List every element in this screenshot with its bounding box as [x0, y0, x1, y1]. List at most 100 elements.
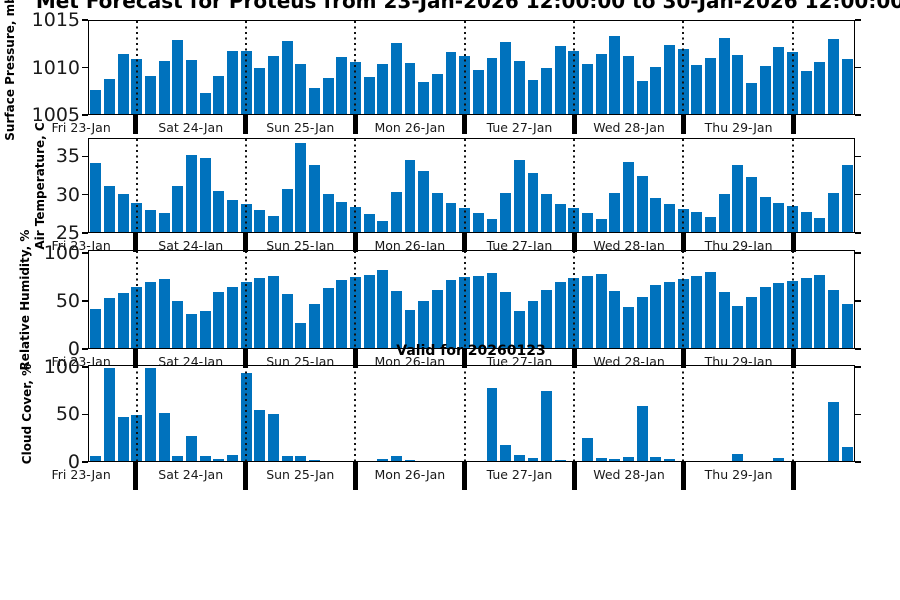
cloud-bar — [281, 456, 293, 461]
day-boundary-tick — [133, 461, 139, 490]
midnight-gridline — [682, 251, 685, 348]
day-boundary-tick — [243, 348, 248, 368]
x-tick-label-day: Mon 26-Jan — [374, 238, 446, 253]
humidity-bar — [158, 279, 170, 348]
pressure-bar — [623, 56, 635, 114]
cloud-bar — [527, 458, 539, 461]
temperature-bar — [691, 211, 703, 232]
y-tick-label: 0 — [67, 338, 80, 360]
y-tick-mark — [855, 300, 861, 302]
day-boundary-tick — [243, 461, 248, 490]
pressure-bar — [445, 51, 457, 114]
humidity-bar — [295, 322, 307, 348]
y-tick-mark — [82, 300, 88, 302]
humidity-bar — [185, 314, 197, 348]
day-boundary-tick — [681, 232, 687, 252]
x-tick-label-day: Tue 27-Jan — [486, 238, 553, 253]
day-boundary-tick — [133, 348, 139, 368]
humidity-bar — [281, 294, 293, 348]
pressure-bar — [281, 40, 293, 114]
cloud-bar — [145, 367, 156, 461]
midnight-gridline — [791, 251, 794, 348]
cloud-bar — [773, 458, 785, 461]
day-boundary-tick — [243, 114, 248, 134]
cloud-bar — [828, 402, 839, 461]
y-tick-mark — [82, 66, 88, 69]
y-tick-mark — [82, 155, 88, 158]
temperature-bar — [650, 198, 662, 232]
y-tick-mark — [855, 366, 861, 368]
pressure-bar — [308, 87, 320, 114]
humidity-bar — [814, 274, 826, 348]
humidity-bar — [377, 269, 389, 348]
temperature-bar — [746, 177, 757, 232]
y-tick-label: 25 — [55, 222, 80, 244]
temperature-bar — [445, 202, 457, 232]
temperature-bar — [664, 203, 676, 232]
x-tick-label-day: Mon 26-Jan — [374, 120, 446, 135]
cloud-bar — [213, 459, 225, 461]
pressure-bar — [431, 74, 443, 114]
pressure-bar — [814, 61, 826, 114]
y-tick-mark — [82, 19, 88, 21]
cloud-bar — [226, 455, 238, 461]
y-tick-mark — [855, 413, 861, 416]
humidity-bar — [486, 272, 498, 348]
temperature-bar — [486, 218, 498, 232]
midnight-gridline — [463, 21, 466, 114]
x-tick-label-day: Fri 23-Jan — [51, 238, 111, 253]
midnight-gridline — [135, 21, 138, 114]
midnight-gridline — [135, 366, 138, 461]
temperature-bar — [308, 165, 320, 232]
subplot-temperature — [88, 138, 855, 233]
temperature-bar — [104, 186, 115, 232]
cloud-bar — [377, 459, 389, 461]
temperature-bar — [418, 171, 430, 232]
pressure-bar — [172, 39, 184, 114]
cloud-bar — [172, 456, 184, 461]
day-boundary-tick — [681, 114, 687, 134]
y-tick-mark — [82, 193, 88, 196]
y-tick-label: 1015 — [31, 9, 80, 31]
pressure-bar — [377, 63, 389, 114]
pressure-bar — [718, 37, 730, 114]
day-boundary-tick — [462, 348, 468, 368]
valid-for-annotation: Valid for 20260123 — [396, 343, 546, 359]
humidity-bar — [773, 283, 785, 348]
cloud-bar — [308, 460, 320, 461]
pressure-bar — [732, 55, 744, 114]
y-tick-mark — [855, 461, 861, 463]
x-tick-label-day: Thu 29-Jan — [704, 120, 773, 135]
humidity-bar — [541, 289, 553, 348]
humidity-bar — [117, 293, 129, 348]
midnight-gridline — [572, 21, 575, 114]
humidity-bar — [172, 300, 184, 348]
temperature-bar — [828, 193, 839, 232]
midnight-gridline — [245, 251, 248, 348]
humidity-bar — [308, 303, 320, 348]
humidity-bar — [609, 290, 621, 348]
y-tick-mark — [855, 114, 861, 116]
midnight-gridline — [354, 139, 357, 232]
day-boundary-tick — [133, 232, 139, 252]
x-tick-label-day: Wed 28-Jan — [593, 467, 665, 482]
temperature-bar — [814, 217, 826, 232]
cloud-bar — [664, 459, 676, 461]
cloud-bar — [636, 406, 648, 461]
temperature-bar — [377, 220, 389, 232]
pressure-bar — [500, 42, 512, 114]
x-tick-label-day: Fri 23-Jan — [51, 120, 111, 135]
humidity-bar — [445, 280, 457, 348]
humidity-bar — [664, 282, 676, 348]
y-tick-label: 50 — [55, 289, 80, 312]
temperature-bar — [541, 193, 553, 232]
midnight-gridline — [791, 366, 794, 461]
midnight-gridline — [463, 139, 466, 232]
pressure-bar — [199, 92, 211, 114]
x-tick-label-day: Sat 24-Jan — [158, 120, 224, 135]
day-boundary-tick — [133, 114, 139, 134]
pressure-bar — [609, 35, 621, 114]
pressure-bar — [582, 63, 594, 114]
cloud-bar — [90, 456, 102, 461]
midnight-gridline — [572, 251, 575, 348]
